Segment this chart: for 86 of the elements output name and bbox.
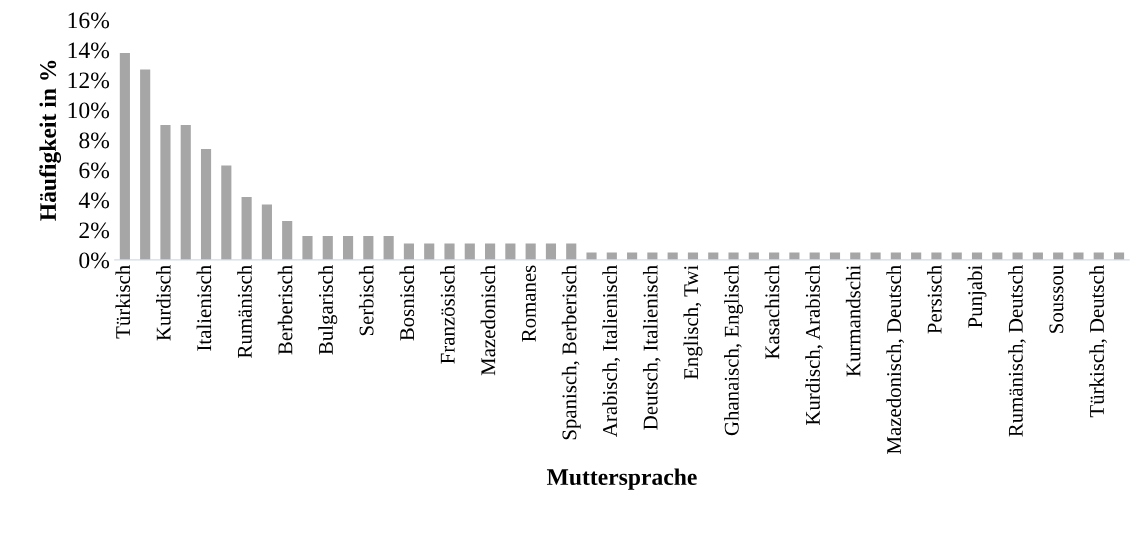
bar	[667, 252, 678, 260]
x-tick-label: Arabisch, Italienisch	[602, 265, 621, 437]
bar	[647, 252, 658, 260]
y-axis-title: Häufigkeit in %	[39, 60, 62, 221]
bar	[829, 252, 841, 260]
bar	[708, 252, 719, 260]
bar	[444, 243, 455, 260]
bar	[342, 235, 354, 260]
bar	[525, 243, 536, 260]
x-tick-label: Kurmandschi	[845, 265, 861, 377]
bar	[971, 252, 983, 260]
bar	[951, 252, 962, 260]
bar	[627, 252, 638, 260]
x-tick-label: Berberisch	[277, 265, 293, 355]
x-tick-label: Spanisch, Berberisch	[561, 265, 581, 440]
bar	[1093, 252, 1104, 260]
bar	[545, 243, 557, 260]
bar	[809, 252, 820, 260]
x-axis-title: Muttersprache	[546, 468, 697, 490]
x-tick-label: Kurdisch	[156, 265, 171, 341]
bar	[566, 243, 577, 260]
bar	[505, 243, 516, 260]
x-tick-label: Rumänisch, Deutsch	[1008, 265, 1026, 437]
x-tick-label: Rumänisch	[237, 265, 252, 358]
bar	[383, 235, 394, 260]
x-tick-label: Serbisch	[358, 265, 374, 336]
x-tick-label: Kasachisch	[764, 265, 780, 360]
bar	[302, 235, 313, 260]
bar	[485, 243, 496, 260]
bar	[1053, 252, 1064, 260]
bar	[282, 220, 293, 260]
bar	[140, 69, 151, 260]
y-tick-label: 10%	[68, 102, 110, 119]
x-tick-label: Persisch	[926, 265, 942, 334]
bar	[180, 124, 191, 260]
bar	[1113, 252, 1125, 260]
y-tick-label: 6%	[79, 162, 110, 179]
y-tick-label: 0%	[79, 252, 110, 269]
bar	[728, 252, 739, 260]
x-tick-label: Bosnisch	[399, 265, 415, 341]
bar	[424, 243, 435, 260]
bar	[748, 252, 759, 260]
bar	[119, 52, 130, 260]
x-tick-label: Mazedonisch, Deutsch	[886, 265, 905, 454]
y-tick-label: 14%	[68, 42, 110, 59]
bar	[870, 252, 881, 260]
x-tick-label: Bulgarisch	[318, 265, 338, 355]
bar	[160, 124, 171, 260]
bar	[992, 252, 1003, 260]
x-tick-label: Soussou	[1049, 265, 1064, 333]
bar	[1073, 252, 1084, 260]
bar	[931, 252, 942, 260]
x-tick-label: Kurdisch, Arabisch	[805, 265, 823, 426]
x-tick-label: Ghanaisch, Englisch	[724, 265, 744, 436]
x-tick-label: Italienisch	[196, 265, 212, 351]
x-tick-label: Türkisch, Deutsch	[1089, 265, 1107, 418]
y-tick-label: 16%	[68, 12, 110, 29]
bar	[911, 252, 922, 260]
bar	[1012, 252, 1023, 260]
bar	[687, 252, 699, 260]
x-tick-label: Französisch	[440, 265, 455, 364]
x-tick-label: Türkisch	[115, 265, 131, 339]
x-tick-label: Deutsch, Italienisch	[642, 265, 661, 430]
bar	[769, 252, 780, 260]
y-tick-label: 2%	[79, 222, 110, 239]
bar	[890, 252, 901, 260]
bar	[261, 204, 272, 260]
x-tick-label: Punjabi	[967, 265, 987, 328]
x-tick-label: Englisch, Twi	[683, 265, 703, 380]
bar	[1032, 252, 1043, 260]
bar	[241, 196, 252, 260]
bar	[221, 165, 232, 260]
y-tick-label: 12%	[68, 72, 110, 89]
bar	[200, 148, 212, 260]
y-tick-label: 8%	[79, 132, 110, 149]
bar	[789, 252, 800, 260]
y-tick-label: 4%	[78, 192, 110, 209]
bar	[850, 252, 861, 260]
x-tick-label: Romanes	[522, 265, 536, 342]
bar	[403, 243, 414, 260]
bar	[464, 243, 475, 260]
bar	[363, 235, 374, 260]
bar	[586, 252, 597, 260]
bar	[606, 252, 617, 260]
bar	[322, 235, 333, 260]
x-tick-label: Mazedonisch	[480, 265, 496, 376]
